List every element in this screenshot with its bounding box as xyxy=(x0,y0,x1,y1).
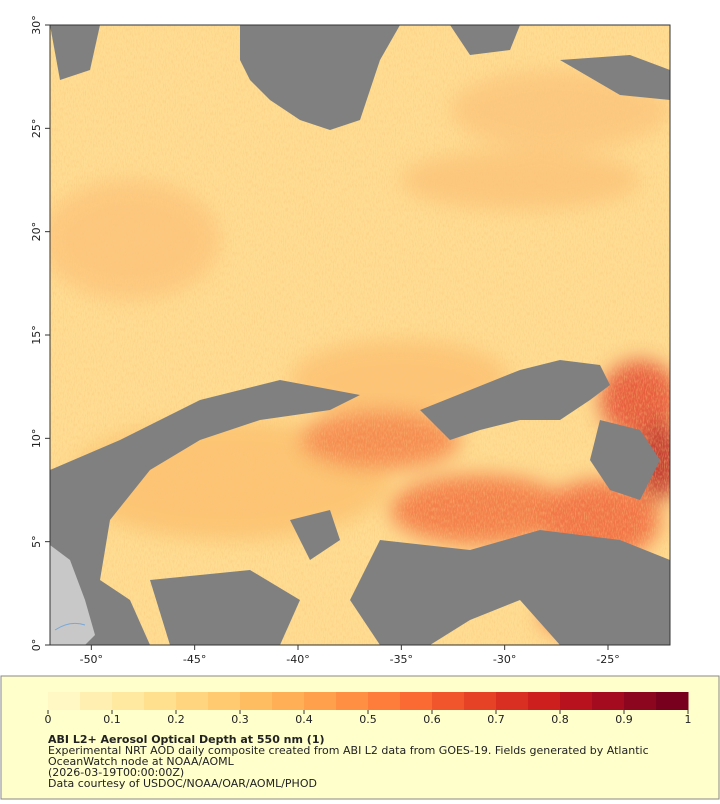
colorbar-tick-label: 0.3 xyxy=(231,713,249,726)
x-tick-label: -50° xyxy=(80,653,103,666)
colorbar-swatch xyxy=(304,692,337,710)
colorbar-tick-label: 1 xyxy=(685,713,692,726)
y-tick-label: 10° xyxy=(30,429,43,449)
x-tick-label: -45° xyxy=(183,653,206,666)
x-tick-label: -30° xyxy=(493,653,516,666)
colorbar-tick-label: 0.2 xyxy=(167,713,185,726)
colorbar-swatch xyxy=(176,692,209,710)
colorbar-swatch xyxy=(144,692,177,710)
colorbar-swatch xyxy=(368,692,401,710)
colorbar-swatch xyxy=(112,692,145,710)
colorbar-tick-label: 0.4 xyxy=(295,713,313,726)
colorbar-tick-label: 0.8 xyxy=(551,713,569,726)
colorbar-swatch xyxy=(80,692,113,710)
colorbar-tick-label: 0.5 xyxy=(359,713,377,726)
caption-line: (2026-03-19T00:00:00Z) xyxy=(48,766,184,779)
caption-line: Experimental NRT AOD daily composite cre… xyxy=(48,744,649,757)
colorbar: 0 0.1 0.2 0.3 0.4 0.5 0.6 0.7 0.8 0.9 1 xyxy=(45,692,692,726)
caption-title: ABI L2+ Aerosol Optical Depth at 550 nm … xyxy=(48,733,325,746)
colorbar-swatch xyxy=(624,692,657,710)
colorbar-tick-label: 0.9 xyxy=(615,713,633,726)
colorbar-tick-label: 0.6 xyxy=(423,713,441,726)
colorbar-swatch xyxy=(496,692,529,710)
colorbar-tick-label: 0 xyxy=(45,713,52,726)
y-tick-label: 20° xyxy=(30,222,43,242)
colorbar-swatch xyxy=(560,692,593,710)
axes: -50° -45° -40° -35° -30° -25° 0° 5° 10° 15° 20° 25°… xyxy=(30,15,620,666)
x-tick-label: -40° xyxy=(286,653,309,666)
x-tick-label: -35° xyxy=(390,653,413,666)
y-tick-label: 15° xyxy=(30,325,43,345)
caption-line: OceanWatch node at NOAA/AOML xyxy=(48,755,235,768)
colorbar-swatch xyxy=(336,692,369,710)
colorbar-swatch xyxy=(272,692,305,710)
colorbar-swatch xyxy=(400,692,433,710)
colorbar-swatch xyxy=(592,692,625,710)
colorbar-swatch xyxy=(208,692,241,710)
colorbar-swatch xyxy=(464,692,497,710)
colorbar-swatch xyxy=(528,692,561,710)
colorbar-swatch xyxy=(240,692,273,710)
y-tick-label: 0° xyxy=(30,639,43,652)
colorbar-swatch xyxy=(656,692,689,710)
map-field xyxy=(50,25,670,645)
colorbar-swatch xyxy=(432,692,465,710)
colorbar-tick-label: 0.7 xyxy=(487,713,505,726)
y-tick-label: 30° xyxy=(30,15,43,35)
y-tick-label: 25° xyxy=(30,119,43,139)
y-tick-label: 5° xyxy=(30,535,43,548)
caption-line: Data courtesy of USDOC/NOAA/OAR/AOML/PHO… xyxy=(48,777,317,790)
x-tick-label: -25° xyxy=(596,653,619,666)
colorbar-swatch xyxy=(48,692,81,710)
colorbar-tick-label: 0.1 xyxy=(103,713,121,726)
